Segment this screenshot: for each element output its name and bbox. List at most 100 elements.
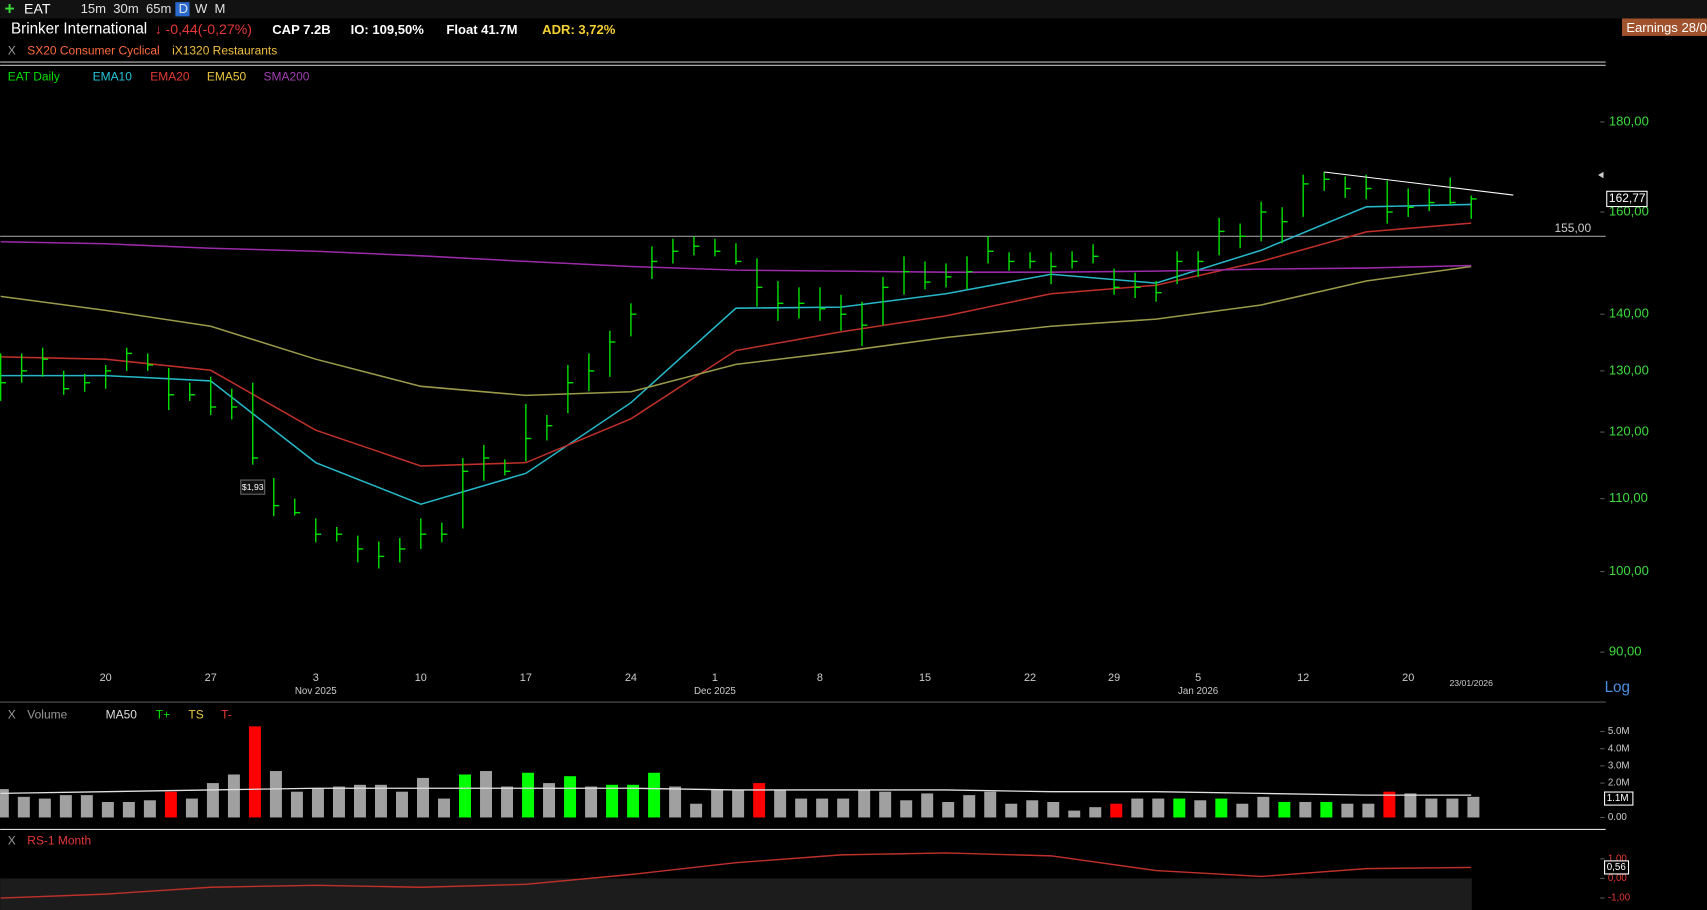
volume-bar	[1341, 803, 1354, 818]
volume-bar	[1131, 798, 1144, 818]
volume-bar	[17, 796, 30, 818]
volume-bar	[711, 789, 724, 818]
legend-entry: Volume	[27, 707, 67, 721]
legend-entry: MA50	[106, 707, 138, 721]
x-tick-label: 23/01/2026	[1449, 678, 1493, 688]
change: -0,44(-0,27%)	[166, 21, 252, 37]
volume-bar	[1152, 798, 1165, 818]
volume-bar	[1299, 802, 1312, 818]
volume-bar	[269, 771, 282, 818]
last-price-label: 162,77	[1609, 191, 1646, 205]
volume-bar	[1362, 803, 1375, 818]
volume-bar	[1026, 800, 1039, 818]
earnings-marker-box	[240, 479, 266, 495]
x-tick-label: 20	[1402, 672, 1414, 684]
volume-bar	[879, 791, 892, 818]
volume-bar	[816, 798, 829, 818]
y-tick-label: 100,00	[1609, 563, 1649, 578]
company: Brinker International	[11, 20, 147, 37]
volume-bar	[1068, 810, 1081, 818]
month-label: Dec 2025	[694, 686, 736, 697]
x-tick-label: 24	[625, 672, 637, 684]
volume-bar	[1215, 798, 1228, 818]
volume-bar	[837, 798, 850, 818]
legend-entry: SMA200	[264, 69, 310, 83]
sector[interactable]: SX20 Consumer Cyclical	[27, 43, 159, 57]
volume-bar	[984, 791, 997, 818]
volume-bar	[227, 774, 240, 818]
last-rs-box	[1604, 860, 1630, 875]
last-rs-label: 0,56	[1607, 862, 1627, 873]
volume-bar	[606, 784, 619, 818]
last-volume-box	[1604, 791, 1634, 806]
close-button[interactable]: X	[8, 834, 16, 848]
industry[interactable]: iX1320 Restaurants	[172, 43, 277, 57]
last-price-box	[1606, 190, 1648, 208]
y-tick-label: 120,00	[1609, 424, 1649, 439]
volume-bar	[353, 784, 366, 818]
rs-band	[0, 878, 1472, 910]
x-tick-label: 17	[520, 672, 532, 684]
x-tick-label: 12	[1297, 672, 1309, 684]
io: IO: 109,50%	[351, 22, 425, 37]
volume-bar	[59, 795, 72, 818]
rs-line	[0, 852, 1472, 899]
legend-entry: EMA50	[207, 69, 247, 83]
x-tick-label: 15	[919, 672, 931, 684]
volume-bar	[374, 784, 387, 818]
earnings-box	[1621, 18, 1707, 36]
y-tick-label: 2.0M	[1608, 778, 1630, 789]
symbol[interactable]: EAT	[24, 1, 51, 17]
volume-bar	[858, 789, 871, 818]
legend-entry: T+	[156, 707, 170, 721]
volume-bar	[501, 786, 514, 818]
interval-button: M	[215, 1, 226, 16]
legend-entry: T-	[221, 707, 232, 721]
interval-button: 65m	[146, 1, 172, 16]
last-price-pointer	[1598, 171, 1604, 179]
volume-bar	[122, 802, 135, 818]
volume-bar	[732, 789, 745, 818]
interval-button: D	[179, 1, 188, 16]
y-tick-label: 130,00	[1609, 362, 1649, 377]
volume-bar	[1467, 796, 1480, 818]
volume-bar	[1278, 802, 1291, 818]
volume-bar	[101, 802, 114, 818]
volume-bar	[80, 795, 93, 818]
volume-bar	[480, 771, 493, 818]
volume-bar	[585, 786, 598, 818]
add-icon[interactable]: +	[4, 0, 14, 18]
x-tick-label: 22	[1024, 672, 1036, 684]
volume-bar	[669, 786, 682, 818]
legend-entry: RS-1 Month	[27, 834, 91, 848]
interval-button: 15m	[81, 1, 107, 16]
close-button[interactable]: X	[8, 43, 16, 57]
volume-bar	[564, 776, 577, 818]
volume-bar	[38, 798, 51, 818]
close-button[interactable]: X	[8, 707, 16, 721]
adr: ADR: 3,72%	[542, 22, 616, 37]
volume-bar	[0, 789, 9, 818]
last-volume-label: 1.1M	[1607, 793, 1629, 804]
volume-bar	[248, 726, 261, 818]
volume-bar	[395, 791, 408, 818]
volume-bar	[522, 772, 535, 818]
month-label: Jan 2026	[1178, 686, 1219, 697]
volume-bar	[648, 772, 661, 818]
log-toggle[interactable]: Log	[1605, 679, 1630, 696]
y-tick-label: 90,00	[1609, 644, 1642, 659]
hline-label: 155,00	[1555, 221, 1592, 235]
x-tick-label: 1	[712, 672, 718, 684]
legend-entry: TS	[188, 707, 203, 721]
volume-bar	[900, 800, 913, 818]
legend-entry: EAT Daily	[8, 69, 60, 83]
volume-bar	[459, 774, 471, 818]
moving-average	[0, 241, 1472, 273]
volume-bar	[627, 784, 640, 818]
y-tick-label: 0.00	[1608, 812, 1628, 823]
volume-bar	[1110, 803, 1123, 818]
volume-bar	[795, 798, 808, 818]
x-tick-label: 3	[313, 672, 319, 684]
